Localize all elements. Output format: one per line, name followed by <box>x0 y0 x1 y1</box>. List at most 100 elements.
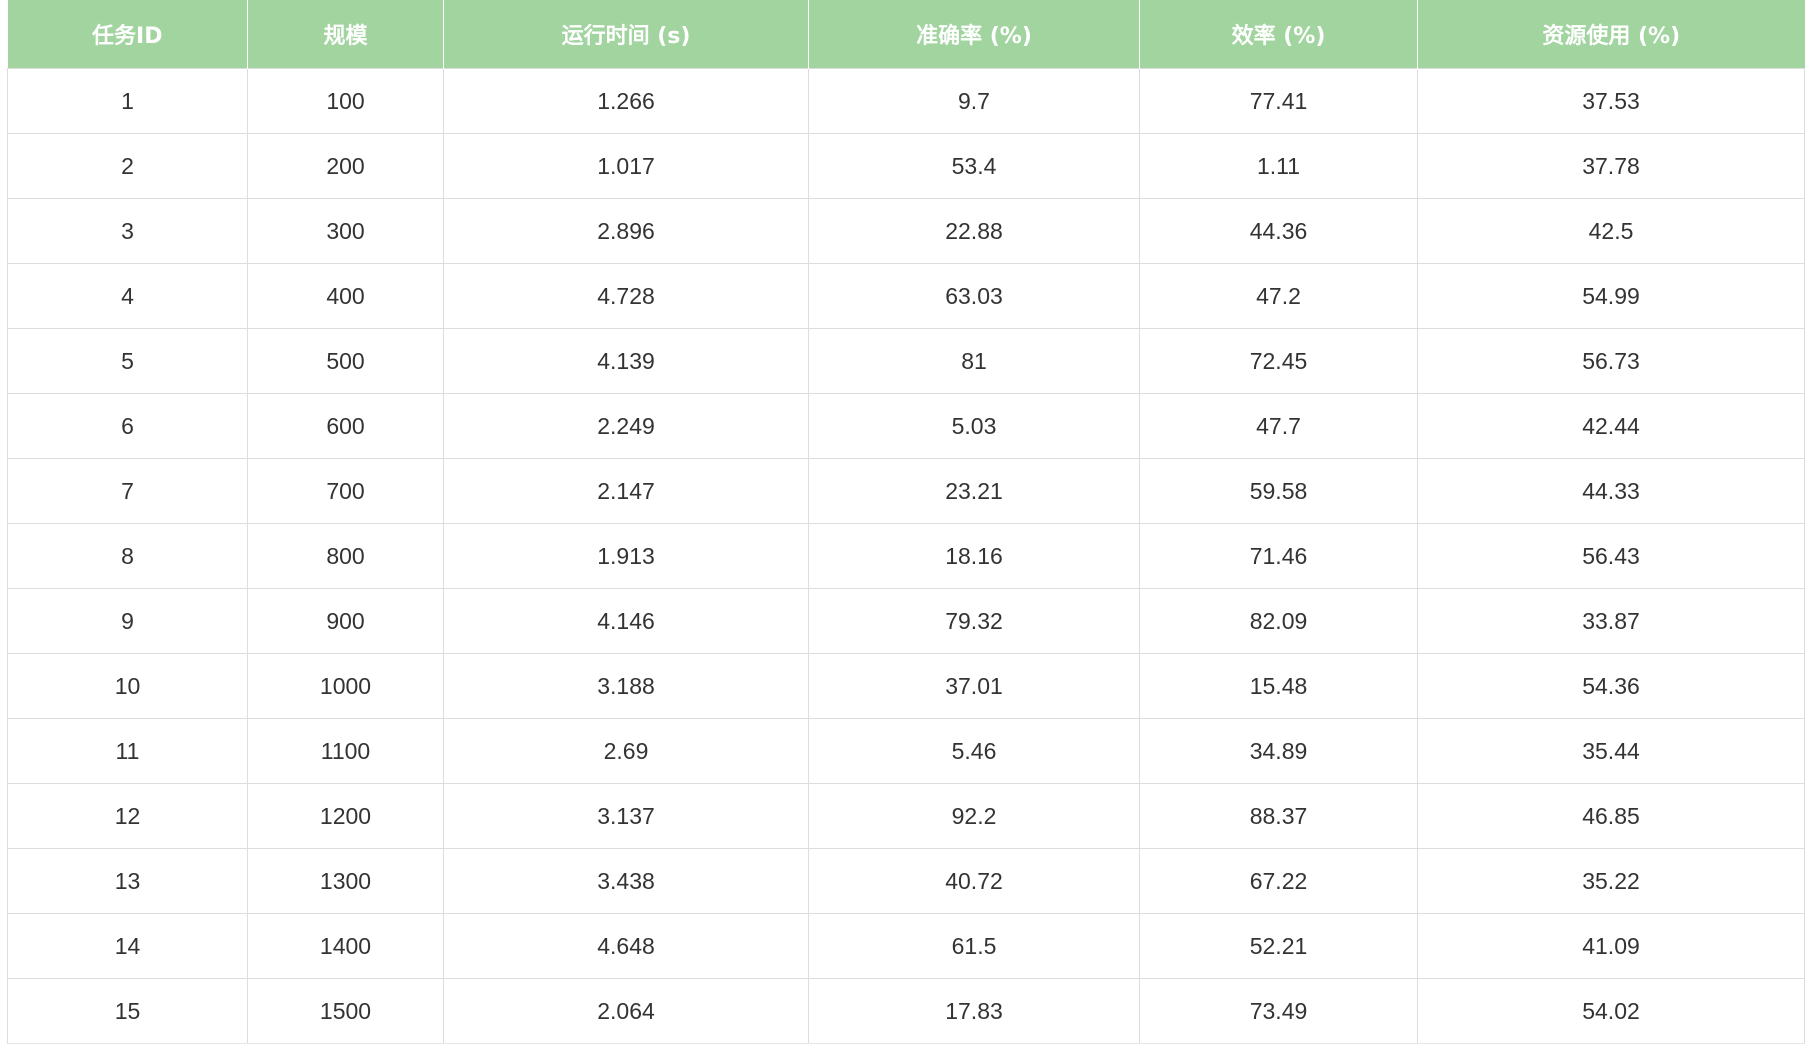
task-id-cell: 9 <box>7 588 248 654</box>
task-id-cell: 5 <box>7 328 248 394</box>
table-body: 1 100 1.266 9.7 77.41 37.53 2 200 1.017 53.4 1.11 3… <box>7 68 1805 1044</box>
task-id-cell: 8 <box>7 523 248 589</box>
task-id-cell: 1 <box>7 68 248 134</box>
table-row: 2 200 1.017 53.4 1.11 37.78 <box>7 133 1805 199</box>
task-id-cell: 12 <box>7 783 248 849</box>
table-row: 4 400 4.728 63.03 47.2 54.99 <box>7 263 1805 329</box>
table-header: 任务ID 规模 运行时间 (s) 准确率 (%) 效率 (%) 资源使用 (%) <box>7 0 1805 69</box>
header-scale: 规模 <box>247 0 444 69</box>
table-row: 5 500 4.139 81 72.45 56.73 <box>7 328 1805 394</box>
header-accuracy: 准确率 (%) <box>808 0 1140 69</box>
efficiency-cell: 88.37 <box>1139 783 1418 849</box>
efficiency-cell: 77.41 <box>1139 68 1418 134</box>
table-row: 12 1200 3.137 92.2 88.37 46.85 <box>7 783 1805 849</box>
runtime-cell: 4.648 <box>443 913 809 979</box>
scale-cell: 1400 <box>247 913 444 979</box>
accuracy-cell: 53.4 <box>808 133 1140 199</box>
efficiency-cell: 67.22 <box>1139 848 1418 914</box>
data-table: 任务ID 规模 运行时间 (s) 准确率 (%) 效率 (%) 资源使用 (%)… <box>7 0 1805 1044</box>
runtime-cell: 1.017 <box>443 133 809 199</box>
accuracy-cell: 92.2 <box>808 783 1140 849</box>
accuracy-cell: 40.72 <box>808 848 1140 914</box>
efficiency-cell: 82.09 <box>1139 588 1418 654</box>
table-row: 10 1000 3.188 37.01 15.48 54.36 <box>7 653 1805 719</box>
header-task-id: 任务ID <box>7 0 248 69</box>
scale-cell: 700 <box>247 458 444 524</box>
scale-cell: 600 <box>247 393 444 459</box>
table-row: 1 100 1.266 9.7 77.41 37.53 <box>7 68 1805 134</box>
accuracy-cell: 23.21 <box>808 458 1140 524</box>
scale-cell: 1300 <box>247 848 444 914</box>
task-id-cell: 13 <box>7 848 248 914</box>
resource-usage-cell: 41.09 <box>1417 913 1805 979</box>
table-row: 15 1500 2.064 17.83 73.49 54.02 <box>7 978 1805 1044</box>
task-id-cell: 3 <box>7 198 248 264</box>
scale-cell: 300 <box>247 198 444 264</box>
scale-cell: 1200 <box>247 783 444 849</box>
resource-usage-cell: 46.85 <box>1417 783 1805 849</box>
header-runtime: 运行时间 (s) <box>443 0 809 69</box>
table-row: 14 1400 4.648 61.5 52.21 41.09 <box>7 913 1805 979</box>
accuracy-cell: 18.16 <box>808 523 1140 589</box>
table-row: 13 1300 3.438 40.72 67.22 35.22 <box>7 848 1805 914</box>
scale-cell: 800 <box>247 523 444 589</box>
resource-usage-cell: 33.87 <box>1417 588 1805 654</box>
accuracy-cell: 17.83 <box>808 978 1140 1044</box>
resource-usage-cell: 54.02 <box>1417 978 1805 1044</box>
table-row: 3 300 2.896 22.88 44.36 42.5 <box>7 198 1805 264</box>
header-resource-usage: 资源使用 (%) <box>1417 0 1805 69</box>
table-row: 9 900 4.146 79.32 82.09 33.87 <box>7 588 1805 654</box>
resource-usage-cell: 44.33 <box>1417 458 1805 524</box>
runtime-cell: 4.139 <box>443 328 809 394</box>
scale-cell: 100 <box>247 68 444 134</box>
task-id-cell: 2 <box>7 133 248 199</box>
resource-usage-cell: 35.44 <box>1417 718 1805 784</box>
table-row: 6 600 2.249 5.03 47.7 42.44 <box>7 393 1805 459</box>
resource-usage-cell: 42.44 <box>1417 393 1805 459</box>
task-id-cell: 10 <box>7 653 248 719</box>
accuracy-cell: 79.32 <box>808 588 1140 654</box>
task-id-cell: 6 <box>7 393 248 459</box>
scale-cell: 1000 <box>247 653 444 719</box>
efficiency-cell: 59.58 <box>1139 458 1418 524</box>
runtime-cell: 2.147 <box>443 458 809 524</box>
task-id-cell: 7 <box>7 458 248 524</box>
efficiency-cell: 71.46 <box>1139 523 1418 589</box>
accuracy-cell: 37.01 <box>808 653 1140 719</box>
scale-cell: 400 <box>247 263 444 329</box>
runtime-cell: 1.266 <box>443 68 809 134</box>
resource-usage-cell: 42.5 <box>1417 198 1805 264</box>
table-container: 任务ID 规模 运行时间 (s) 准确率 (%) 效率 (%) 资源使用 (%)… <box>7 0 1805 1044</box>
resource-usage-cell: 54.36 <box>1417 653 1805 719</box>
runtime-cell: 2.896 <box>443 198 809 264</box>
task-id-cell: 15 <box>7 978 248 1044</box>
resource-usage-cell: 37.78 <box>1417 133 1805 199</box>
accuracy-cell: 22.88 <box>808 198 1140 264</box>
efficiency-cell: 34.89 <box>1139 718 1418 784</box>
accuracy-cell: 9.7 <box>808 68 1140 134</box>
runtime-cell: 1.913 <box>443 523 809 589</box>
accuracy-cell: 5.46 <box>808 718 1140 784</box>
accuracy-cell: 5.03 <box>808 393 1140 459</box>
scale-cell: 500 <box>247 328 444 394</box>
task-id-cell: 14 <box>7 913 248 979</box>
task-id-cell: 4 <box>7 263 248 329</box>
accuracy-cell: 81 <box>808 328 1140 394</box>
scale-cell: 1500 <box>247 978 444 1044</box>
header-row: 任务ID 规模 运行时间 (s) 准确率 (%) 效率 (%) 资源使用 (%) <box>7 0 1805 69</box>
scale-cell: 900 <box>247 588 444 654</box>
runtime-cell: 4.728 <box>443 263 809 329</box>
accuracy-cell: 61.5 <box>808 913 1140 979</box>
efficiency-cell: 1.11 <box>1139 133 1418 199</box>
resource-usage-cell: 37.53 <box>1417 68 1805 134</box>
task-id-cell: 11 <box>7 718 248 784</box>
table-row: 11 1100 2.69 5.46 34.89 35.44 <box>7 718 1805 784</box>
efficiency-cell: 47.7 <box>1139 393 1418 459</box>
table-row: 7 700 2.147 23.21 59.58 44.33 <box>7 458 1805 524</box>
efficiency-cell: 72.45 <box>1139 328 1418 394</box>
efficiency-cell: 73.49 <box>1139 978 1418 1044</box>
runtime-cell: 3.438 <box>443 848 809 914</box>
resource-usage-cell: 35.22 <box>1417 848 1805 914</box>
efficiency-cell: 44.36 <box>1139 198 1418 264</box>
resource-usage-cell: 54.99 <box>1417 263 1805 329</box>
